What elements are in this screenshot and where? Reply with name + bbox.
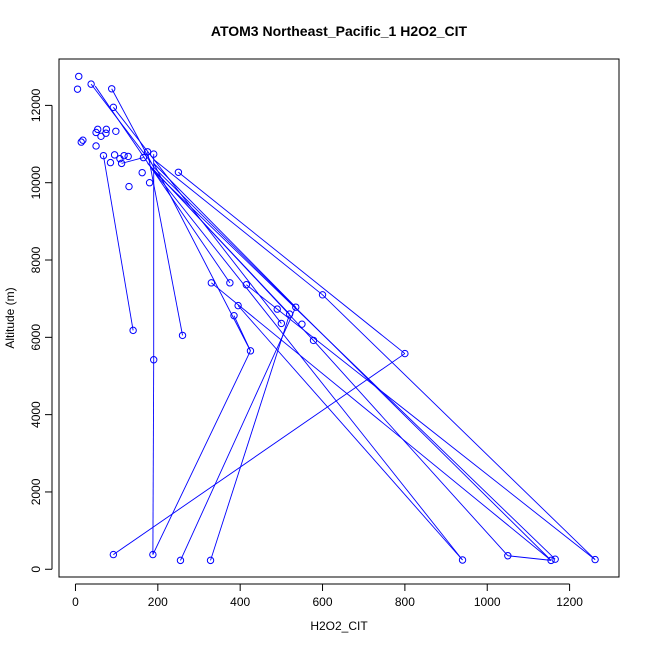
series-line-segment bbox=[112, 107, 282, 324]
series-line-segment bbox=[233, 315, 251, 352]
data-point bbox=[99, 151, 108, 160]
y-tick-label: 12000 bbox=[29, 88, 43, 122]
data-point bbox=[87, 80, 95, 88]
data-point bbox=[73, 85, 82, 93]
data-point bbox=[242, 281, 251, 289]
series-line-segment bbox=[121, 157, 144, 164]
series-line-segment bbox=[147, 151, 183, 336]
data-point bbox=[401, 349, 409, 358]
series-line-segment bbox=[111, 88, 155, 168]
data-point bbox=[75, 72, 83, 81]
x-tick-label: 800 bbox=[395, 595, 415, 609]
series-line-segment bbox=[153, 163, 297, 308]
data-point bbox=[458, 556, 467, 564]
data-point bbox=[106, 158, 115, 167]
data-point bbox=[206, 556, 215, 565]
plot-frame bbox=[58, 58, 620, 578]
data-point bbox=[79, 136, 87, 144]
data-point bbox=[246, 347, 255, 355]
data-point bbox=[139, 153, 148, 162]
x-tick-label: 200 bbox=[148, 595, 168, 609]
data-point bbox=[94, 125, 102, 134]
series-line-segment bbox=[180, 306, 297, 561]
y-tick-label: 10000 bbox=[29, 166, 43, 200]
data-point bbox=[102, 125, 111, 134]
x-tick-label: 600 bbox=[313, 595, 333, 609]
data-point bbox=[77, 138, 85, 146]
data-point bbox=[178, 331, 187, 340]
data-point bbox=[138, 168, 146, 177]
data-point bbox=[174, 168, 183, 176]
series-layer bbox=[73, 72, 599, 565]
series-line-segment bbox=[153, 170, 463, 561]
series-line-segment bbox=[178, 171, 406, 354]
series-line-segment bbox=[246, 284, 596, 560]
data-point bbox=[176, 556, 185, 565]
data-point bbox=[226, 279, 234, 287]
y-tick-label: 8000 bbox=[29, 246, 43, 273]
data-point bbox=[298, 320, 306, 328]
y-axis-label: Altitude (m) bbox=[3, 287, 17, 348]
data-point bbox=[207, 279, 216, 287]
data-point bbox=[129, 326, 137, 335]
data-point bbox=[117, 159, 126, 168]
data-point bbox=[110, 151, 119, 159]
data-point bbox=[108, 85, 116, 93]
data-point bbox=[234, 301, 242, 310]
series-line-segment bbox=[151, 168, 556, 560]
data-point bbox=[120, 151, 128, 160]
series-line-segment bbox=[94, 85, 231, 284]
data-point bbox=[150, 150, 158, 158]
data-point bbox=[277, 319, 286, 328]
data-point bbox=[102, 129, 110, 137]
y-tick-label: 2000 bbox=[29, 478, 43, 505]
series-line-segment bbox=[322, 294, 596, 560]
x-axis: 0 200 400 600 800 1000 1200 bbox=[72, 583, 583, 609]
data-point bbox=[591, 555, 599, 564]
data-point bbox=[125, 182, 133, 191]
data-point bbox=[112, 127, 120, 135]
y-tick-label: 4000 bbox=[29, 401, 43, 428]
data-point bbox=[504, 552, 512, 560]
x-tick-label: 1000 bbox=[474, 595, 501, 609]
series-line-segment bbox=[113, 353, 406, 555]
x-tick-label: 1200 bbox=[556, 595, 583, 609]
y-axis: 0 2000 4000 6000 8000 10000 12000 bbox=[29, 88, 53, 573]
y-tick-label: 0 bbox=[29, 566, 43, 573]
x-tick-label: 400 bbox=[230, 595, 250, 609]
data-point bbox=[92, 142, 100, 150]
series-line-segment bbox=[103, 155, 134, 331]
data-point bbox=[109, 550, 118, 559]
data-point bbox=[143, 148, 152, 156]
data-point bbox=[551, 555, 559, 563]
series-line-segment bbox=[210, 313, 291, 561]
data-point bbox=[145, 179, 154, 187]
data-point bbox=[318, 291, 327, 299]
x-axis-label: H2O2_CIT bbox=[310, 619, 368, 633]
data-point bbox=[149, 550, 157, 559]
data-point bbox=[124, 152, 132, 161]
chart-title: ATOM3 Northeast_Pacific_1 H2O2_CIT bbox=[211, 23, 468, 39]
series-line-segment bbox=[211, 282, 552, 561]
data-point bbox=[292, 303, 300, 311]
series-line-segment bbox=[152, 359, 155, 555]
y-tick-label: 6000 bbox=[29, 324, 43, 351]
series-line-segment bbox=[507, 555, 552, 561]
data-point bbox=[285, 310, 294, 318]
series-line-segment bbox=[153, 159, 323, 296]
series-line-segment bbox=[152, 350, 251, 555]
data-point bbox=[547, 556, 555, 565]
data-point bbox=[109, 103, 118, 112]
data-point bbox=[150, 356, 158, 364]
data-point bbox=[273, 305, 281, 313]
x-tick-label: 0 bbox=[72, 595, 79, 609]
data-point bbox=[230, 311, 238, 320]
data-point bbox=[309, 336, 318, 345]
series-line-segment bbox=[313, 340, 509, 557]
series-line-segment bbox=[237, 305, 463, 561]
